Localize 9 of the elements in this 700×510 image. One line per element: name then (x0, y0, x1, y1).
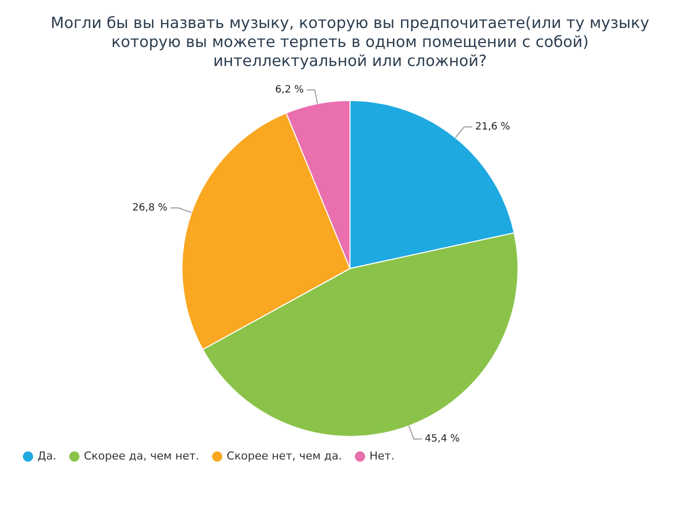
chart-title: Могли бы вы назвать музыку, которую вы предпочитаете(или ту музыку которую вы можете терпеть в одном помещении с собой) интеллектуальной или сложной? (50, 14, 650, 71)
data-label: 45,4 % (424, 434, 460, 445)
data-label: 6,2 % (275, 84, 304, 96)
legend-label: Да. (38, 449, 56, 462)
data-label: 21,6 % (475, 121, 510, 132)
legend-label: Нет. (370, 449, 394, 462)
data-label: 26,8 % (132, 202, 168, 214)
legend-label: Скорее да, чем нет. (84, 449, 200, 462)
legend-label: Скорее нет, чем да. (226, 449, 342, 462)
